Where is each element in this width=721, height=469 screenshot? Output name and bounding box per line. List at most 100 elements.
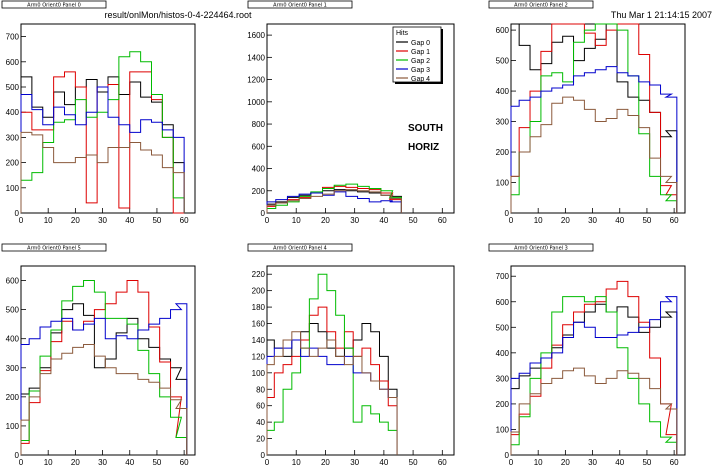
series-3-histogram xyxy=(510,296,678,455)
y-tick-label: 200 xyxy=(6,393,20,402)
y-tick-label: 1600 xyxy=(247,31,265,40)
series-4-histogram xyxy=(510,367,678,455)
x-tick-label: 60 xyxy=(670,458,679,467)
y-tick-label: 800 xyxy=(252,120,266,129)
x-tick-label: 10 xyxy=(44,216,53,225)
panel-title-box xyxy=(488,0,594,9)
legend-entry: Gap 2 xyxy=(411,58,430,65)
y-tick-label: 300 xyxy=(6,133,20,142)
y-tick-label: 200 xyxy=(252,187,266,196)
plot-frame xyxy=(266,265,455,456)
x-tick-label: 30 xyxy=(588,216,597,225)
legend-entry: Gap 0 xyxy=(411,40,430,47)
series-4-histogram xyxy=(266,331,398,455)
y-tick-label: 40 xyxy=(256,418,265,427)
y-tick-label: 400 xyxy=(496,349,510,358)
legend-box xyxy=(392,26,442,83)
panel-title-box xyxy=(1,243,107,252)
y-tick-label: 200 xyxy=(6,159,20,168)
x-tick-label: 30 xyxy=(350,458,359,467)
y-tick-label: 200 xyxy=(496,148,510,157)
x-tick-label: 60 xyxy=(180,458,189,467)
series-1-histogram xyxy=(266,306,398,455)
panels-group: Arm0 Orient0 Panel 00 10 20 30 40 50 600100200… xyxy=(1,0,686,467)
x-tick-label: 40 xyxy=(615,458,624,467)
series-2-histogram xyxy=(510,296,678,455)
series-3-histogram xyxy=(20,303,188,455)
panel-title: Arm0 Orient0 Panel 3 xyxy=(514,246,568,252)
series-2-histogram xyxy=(266,273,398,455)
y-tick-label: 1200 xyxy=(247,76,265,85)
x-tick-label: 10 xyxy=(534,216,543,225)
y-tick-label: 600 xyxy=(496,298,510,307)
y-tick-label: 100 xyxy=(6,184,20,193)
y-tick-label: 400 xyxy=(6,335,20,344)
x-tick-label: 50 xyxy=(409,216,418,225)
y-tick-label: 600 xyxy=(496,26,510,35)
y-tick-label: 700 xyxy=(6,33,20,42)
panel-title: Arm0 Orient0 Panel 1 xyxy=(273,3,327,9)
x-tick-label: 10 xyxy=(44,458,53,467)
x-tick-label: 50 xyxy=(152,216,161,225)
x-tick-label: 10 xyxy=(292,458,301,467)
panel-5: Arm0 Orient0 Panel 30 10 20 30 40 50 600100200… xyxy=(488,243,686,467)
y-tick-label: 120 xyxy=(252,352,266,361)
x-tick-label: 0 xyxy=(509,216,514,225)
series-0-histogram xyxy=(20,76,185,213)
panel-title: Arm0 Orient0 Panel 2 xyxy=(514,3,568,9)
series-2-histogram xyxy=(266,183,402,213)
x-tick-label: 60 xyxy=(670,216,679,225)
legend-entry: Gap 4 xyxy=(411,76,430,83)
x-tick-label: 20 xyxy=(321,458,330,467)
panel-title: Arm0 Orient0 Panel 5 xyxy=(27,246,81,252)
x-tick-label: 30 xyxy=(98,458,107,467)
y-tick-label: 20 xyxy=(256,435,265,444)
y-tick-label: 100 xyxy=(496,425,510,434)
x-tick-label: 30 xyxy=(588,458,597,467)
plot-frame xyxy=(20,23,196,214)
panel-4: Arm0 Orient0 Panel 4 0 10 20 30 40 50 60 0 20 40 60… xyxy=(247,243,455,467)
x-tick-label: 40 xyxy=(125,458,134,467)
plot-frame xyxy=(510,23,686,214)
x-tick-label: 50 xyxy=(152,458,161,467)
y-tick-label: 60 xyxy=(256,402,265,411)
legend-title: Hits xyxy=(396,30,409,37)
y-tick-label: 0 xyxy=(261,451,266,460)
series-2-histogram xyxy=(20,51,185,213)
panel-title-box xyxy=(488,243,594,252)
y-tick-label: 220 xyxy=(252,270,266,279)
y-tick-label: 0 xyxy=(261,209,266,218)
y-tick-label: 500 xyxy=(496,57,510,66)
series-4-histogram xyxy=(266,189,402,213)
filename-label: result/onlMon/histos-0-4-224464.root xyxy=(104,10,252,20)
x-tick-label: 60 xyxy=(438,216,447,225)
x-tick-label: 50 xyxy=(642,216,651,225)
series-4-histogram xyxy=(20,344,188,455)
x-tick-label: 60 xyxy=(180,216,189,225)
y-tick-label: 400 xyxy=(496,87,510,96)
y-tick-label: 300 xyxy=(6,364,20,373)
datetime-label: Thu Mar 1 21:14:15 2007 xyxy=(611,10,712,20)
x-tick-label: 0 xyxy=(265,458,270,467)
y-tick-label: 300 xyxy=(496,374,510,383)
x-tick-label: 40 xyxy=(379,458,388,467)
y-tick-label: 100 xyxy=(496,179,510,188)
x-tick-label: 20 xyxy=(561,216,570,225)
series-0-histogram xyxy=(510,303,678,455)
panel-0: Arm0 Orient0 Panel 00 10 20 30 40 50 600100200… xyxy=(1,0,196,225)
y-tick-label: 300 xyxy=(496,118,510,127)
panel-title: Arm0 Orient0 Panel 4 xyxy=(273,246,327,252)
series-1-histogram xyxy=(510,280,678,455)
series-1-histogram xyxy=(510,23,678,213)
panel-2: Arm0 Orient0 Panel 20 10 20 30 40 50 600100200… xyxy=(488,0,686,225)
x-tick-label: 10 xyxy=(292,216,301,225)
panel-1: Arm0 Orient0 Panel 10 10 20 30 40 50 600200400… xyxy=(247,0,455,225)
y-tick-label: 0 xyxy=(505,209,510,218)
series-4-histogram xyxy=(20,131,185,213)
panel-title-box xyxy=(1,0,107,9)
x-tick-label: 40 xyxy=(125,216,134,225)
y-tick-label: 0 xyxy=(15,451,20,460)
legend-entry: Gap 1 xyxy=(411,49,430,56)
